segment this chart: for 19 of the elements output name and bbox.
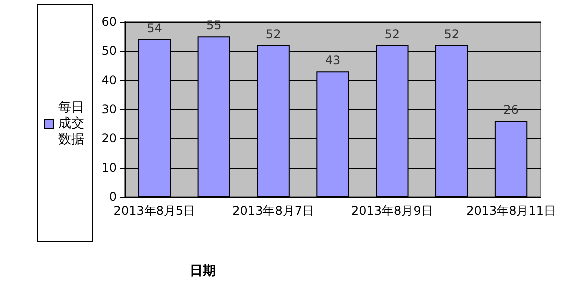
data-label: 52: [384, 27, 400, 42]
y-tick-label: 40: [102, 73, 117, 88]
x-tick-label: 2013年8月7日: [232, 204, 314, 218]
x-axis-title: 日期: [190, 264, 216, 279]
data-label: 54: [147, 22, 162, 36]
data-label: 52: [266, 27, 282, 42]
y-tick-label: 60: [102, 15, 117, 29]
y-tick-label: 30: [102, 102, 117, 116]
y-tick-label: 20: [102, 132, 117, 146]
data-label: 52: [444, 27, 460, 42]
data-label: 55: [206, 18, 222, 33]
y-tick-label: 50: [102, 44, 117, 58]
legend-label: 每日成交数据: [58, 100, 84, 148]
y-tick-label: 10: [102, 160, 117, 175]
x-tick-label: 2013年8月11日: [466, 204, 556, 218]
x-tick-label: 2013年8月5日: [114, 204, 196, 218]
data-label: 43: [325, 54, 341, 68]
y-tick-label: 0: [109, 190, 117, 204]
x-tick-label: 2013年8月9日: [352, 204, 434, 218]
